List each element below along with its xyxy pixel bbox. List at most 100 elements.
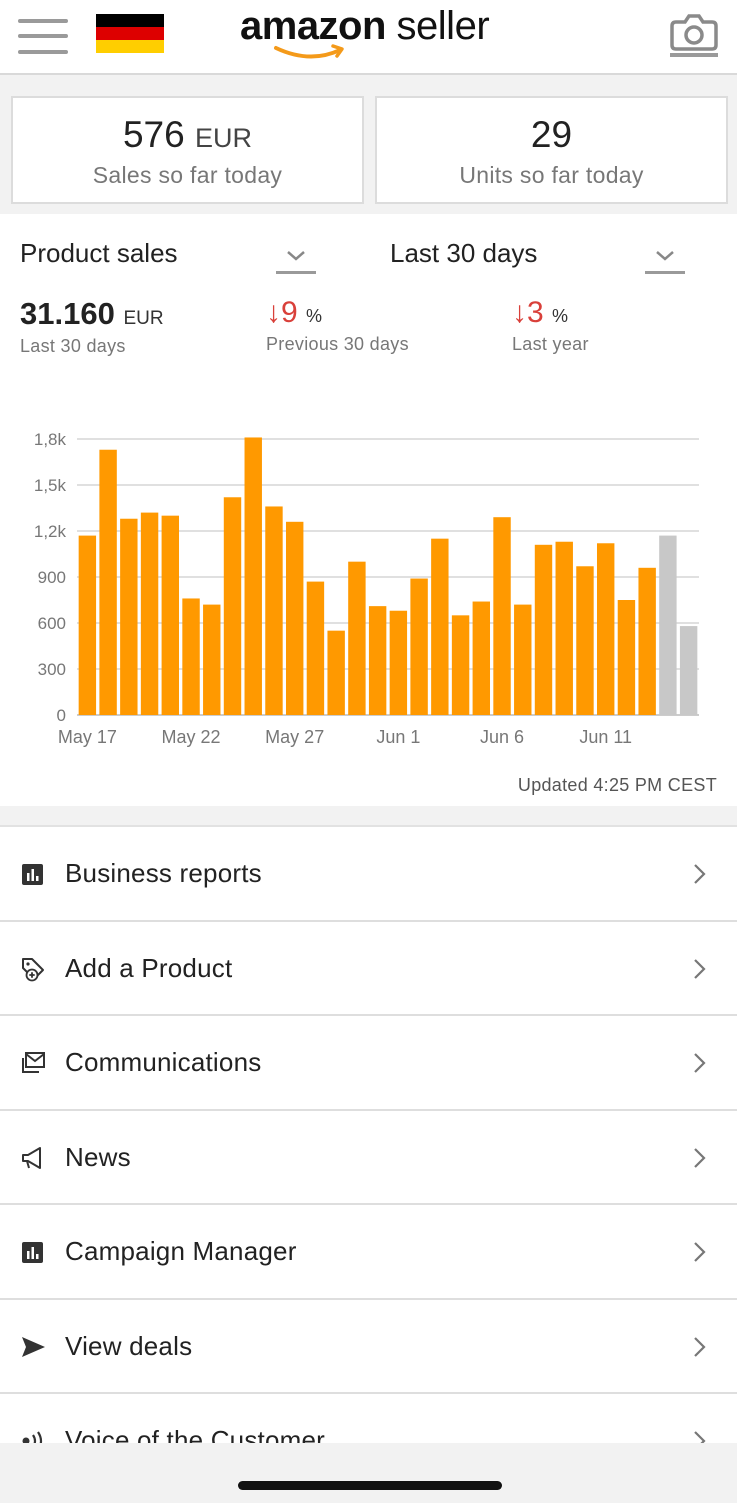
chart-bar[interactable] (659, 535, 677, 715)
units-today-label: Units so far today (459, 162, 644, 188)
menu-list: Business reports Add a Product Communica… (0, 825, 737, 1443)
bar-chart-icon (22, 1242, 43, 1263)
sales-bar-chart[interactable]: 0 300 600 900 1,2k 1,5k 1,8k May 17 May 22 May 27… (0, 419, 737, 759)
menu-item-label: Business reports (65, 858, 262, 888)
menu-item-add-product[interactable]: Add a Product (0, 921, 737, 1016)
chart-bar[interactable] (451, 615, 470, 715)
chart-bar[interactable] (514, 604, 532, 715)
arrow-down-icon: ↓ (266, 296, 281, 329)
sales-today-label: Sales so far today (92, 162, 283, 188)
chart-bar[interactable] (596, 543, 615, 715)
x-tick-label: May 22 (162, 727, 221, 747)
add-tag-icon (22, 957, 44, 981)
chart-bar[interactable] (638, 567, 656, 715)
last-year-kpi: ↓3 % Last year (512, 296, 589, 355)
chart-bar[interactable] (389, 610, 408, 715)
previous-change-unit: % (306, 306, 323, 326)
last-year-label: Last year (512, 334, 589, 354)
chart-bar[interactable] (265, 506, 283, 715)
chevron-right-icon (694, 958, 706, 979)
chart-bar[interactable] (368, 606, 387, 715)
chart-bar[interactable] (617, 600, 636, 715)
menu-item-campaign-manager[interactable]: Campaign Manager (0, 1205, 737, 1300)
chart-bar[interactable] (306, 581, 325, 715)
chevron-right-icon (694, 1147, 706, 1168)
y-tick-label: 1,2k (34, 522, 67, 541)
menu-item-voice-of-customer[interactable]: Voice of the Customer (0, 1394, 737, 1443)
total-sales-kpi: 31.160 EUR Last 30 days (20, 296, 164, 357)
logo-light-text: seller (385, 4, 490, 48)
sales-today-tile[interactable]: 576 EUR Sales so far today (11, 96, 364, 204)
units-today-value: 29 (530, 114, 573, 155)
bar-chart-icon (22, 864, 43, 885)
chart-bar[interactable] (203, 604, 221, 715)
today-summary: 576 EUR Sales so far today 29 Units so f… (0, 77, 737, 214)
logo-bold-text: amazon (240, 4, 386, 48)
chart-bar[interactable] (140, 512, 159, 715)
chart-bar[interactable] (576, 566, 594, 715)
chart-bar[interactable] (78, 535, 97, 715)
total-sales-value: 31.160 (20, 296, 115, 331)
previous-period-kpi: ↓9 % Previous 30 days (266, 296, 409, 355)
chart-bar[interactable] (244, 437, 262, 715)
chart-bar[interactable] (223, 497, 242, 715)
amazon-seller-logo: amazon seller (240, 2, 500, 62)
germany-flag-icon[interactable] (96, 14, 164, 53)
chevron-right-icon (694, 1242, 706, 1262)
y-tick-label: 300 (38, 660, 66, 679)
chart-bar[interactable] (555, 541, 573, 715)
period-selector[interactable]: Last 30 days (390, 238, 538, 268)
chevron-right-icon (694, 1336, 706, 1357)
x-tick-label: Jun 6 (480, 727, 524, 747)
menu-item-label: Add a Product (65, 952, 233, 983)
chart-bar[interactable] (679, 626, 698, 715)
menu-item-label: Voice of the Customer (65, 1425, 325, 1443)
camera-icon[interactable] (668, 12, 720, 58)
chart-bar[interactable] (431, 538, 449, 715)
menu-item-label: Campaign Manager (65, 1236, 297, 1266)
home-indicator[interactable] (238, 1481, 502, 1490)
sales-section: Product sales Last 30 days 31.160 EUR La… (0, 214, 737, 806)
chart-bar[interactable] (120, 518, 138, 715)
updated-timestamp: Updated 4:25 PM CEST (517, 775, 717, 795)
chart-bar[interactable] (493, 517, 511, 715)
chart-bar[interactable] (285, 521, 304, 715)
chart-bar[interactable] (348, 561, 366, 715)
chevron-right-icon (694, 1431, 706, 1443)
arrow-down-icon: ↓ (512, 296, 527, 329)
app-header: amazon seller (0, 0, 737, 75)
chart-bar[interactable] (410, 578, 428, 715)
chart-bar[interactable] (182, 598, 200, 715)
chevron-down-icon[interactable] (276, 242, 316, 276)
x-tick-label: May 27 (265, 727, 324, 747)
previous-period-label: Previous 30 days (266, 334, 409, 354)
menu-item-business-reports[interactable]: Business reports (0, 827, 737, 922)
paper-plane-icon (22, 1336, 45, 1357)
y-tick-label: 1,8k (34, 430, 67, 449)
sales-today-currency: EUR (195, 123, 253, 153)
menu-item-communications[interactable]: Communications (0, 1016, 737, 1111)
chart-bar[interactable] (472, 601, 491, 715)
total-sales-currency: EUR (123, 308, 164, 329)
chart-bar[interactable] (99, 449, 117, 715)
menu-item-label: Communications (65, 1047, 262, 1077)
y-tick-label: 1,5k (34, 476, 67, 495)
chevron-right-icon (694, 1053, 706, 1073)
chevron-down-icon[interactable] (645, 242, 685, 276)
menu-item-view-deals[interactable]: View deals (0, 1299, 737, 1394)
sales-today-value: 576 (122, 114, 185, 155)
chart-bar[interactable] (534, 544, 553, 715)
year-change-value: 3 (527, 296, 544, 329)
hamburger-icon[interactable] (18, 14, 68, 58)
chart-bar[interactable] (161, 515, 180, 715)
chart-bar[interactable] (327, 630, 345, 715)
x-tick-label: May 17 (58, 727, 117, 747)
y-tick-label: 0 (57, 706, 66, 725)
units-today-tile[interactable]: 29 Units so far today (375, 96, 728, 204)
menu-item-news[interactable]: News (0, 1110, 737, 1205)
metric-selector[interactable]: Product sales (20, 238, 178, 268)
megaphone-icon (22, 1146, 41, 1169)
chevron-right-icon (694, 864, 706, 884)
previous-change-value: 9 (281, 296, 298, 329)
x-tick-label: Jun 11 (579, 727, 632, 747)
